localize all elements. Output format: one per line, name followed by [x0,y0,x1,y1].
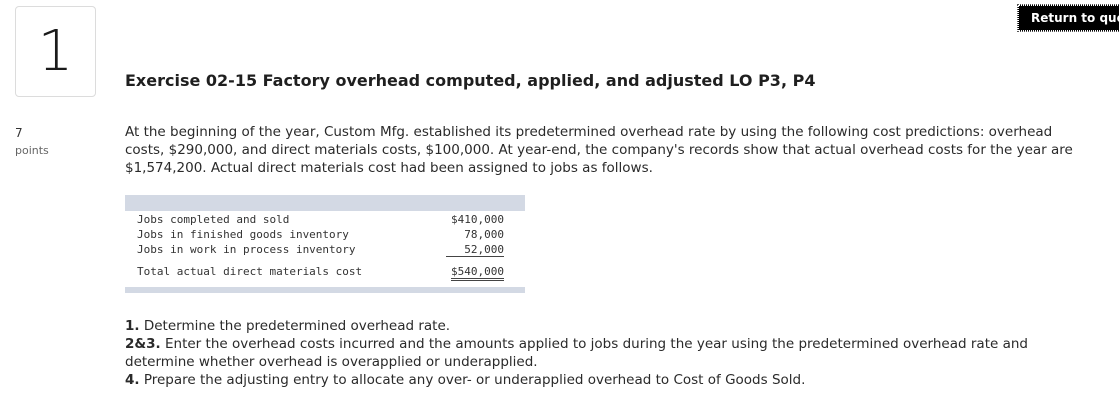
instruction-item: 4. Prepare the adjusting entry to alloca… [125,371,1085,389]
row-amount-cell: 52,000 [437,242,504,257]
instruction-number: 1. [125,318,140,334]
row-label: Jobs completed and sold [137,213,290,226]
instruction-item: 1. Determine the predetermined overhead … [125,317,1085,335]
exercise-title: Exercise 02-15 Factory overhead computed… [125,71,816,90]
total-label: Total actual direct materials cost [137,264,363,278]
row-label: Jobs in work in process inventory [137,243,356,256]
instruction-number: 4. [125,372,140,388]
instruction-text: Prepare the adjusting entry to allocate … [143,372,806,388]
row-amount: 52,000 [446,243,504,257]
instruction-number: 2&3. [125,336,161,352]
cost-table: Jobs completed and sold $410,000 Jobs in… [137,212,504,281]
table-row: Jobs in work in process inventory 52,000 [137,242,504,257]
table-row: Jobs completed and sold $410,000 [137,212,504,227]
exercise-intro: At the beginning of the year, Custom Mfg… [125,124,1073,176]
instruction-text: Determine the predetermined overhead rat… [143,318,451,334]
instruction-text: Enter the overhead costs incurred and th… [125,336,1028,370]
table-row: Jobs in finished goods inventory 78,000 [137,227,504,242]
question-number-box: 1 [15,6,96,97]
row-amount: 78,000 [464,228,504,241]
direct-materials-table: Jobs completed and sold $410,000 Jobs in… [125,195,525,293]
question-number: 1 [37,18,74,84]
row-amount: $410,000 [451,213,504,226]
total-amount: $540,000 [451,264,504,281]
instruction-item: 2&3. Enter the overhead costs incurred a… [125,335,1085,371]
return-to-question-button[interactable]: Return to question [1017,4,1119,32]
total-amount-cell: $540,000 [437,257,504,281]
instructions: 1. Determine the predetermined overhead … [125,317,1085,389]
points-label: points [15,144,49,157]
points-value: 7 [15,126,23,140]
table-total-row: Total actual direct materials cost $540,… [137,257,504,281]
row-label: Jobs in finished goods inventory [137,228,349,241]
